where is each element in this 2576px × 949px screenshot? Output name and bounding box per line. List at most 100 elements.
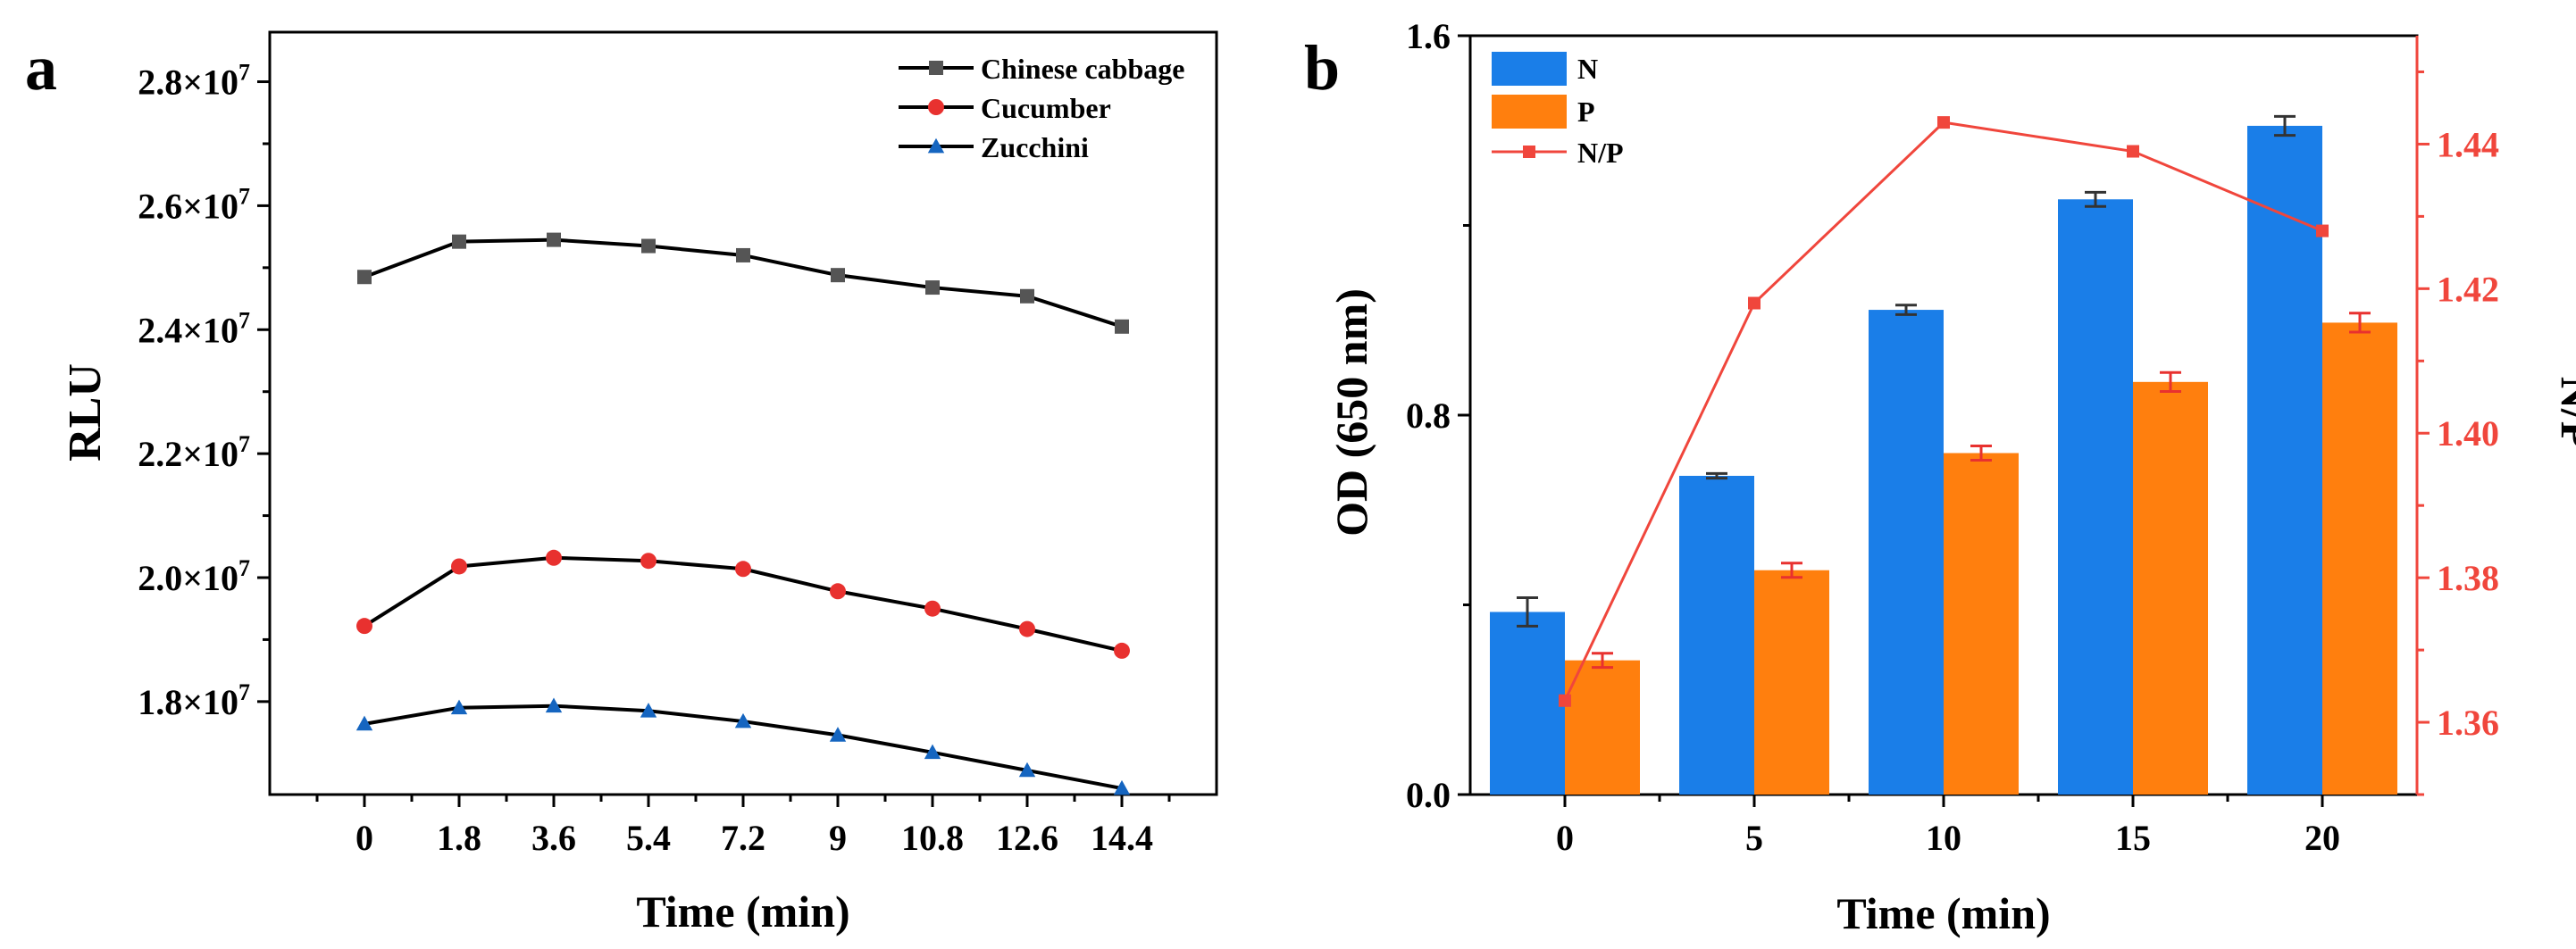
data-point — [451, 558, 467, 575]
panel-b-bars — [1490, 114, 2397, 795]
data-point — [829, 727, 847, 742]
data-point — [1115, 319, 1129, 334]
bar-N — [1490, 612, 1565, 795]
y-tick-label: 1.8×107 — [138, 679, 250, 722]
y-tick-label: 2.4×107 — [138, 307, 250, 350]
bar-N — [2058, 199, 2133, 795]
panel-b-bar-chart: b 0.0 0.8 1.6 1.36 1.38 1.40 1.42 1.44 0 5 10 15 2… — [1304, 16, 2576, 938]
panel-b-left-axis-ticks: 0.0 0.8 1.6 — [1406, 16, 1470, 815]
data-point — [735, 561, 751, 578]
ratio-point — [2127, 145, 2139, 158]
panel-b-ratio-line — [1559, 116, 2329, 707]
data-point — [1114, 642, 1130, 659]
panel-a-series — [355, 232, 1131, 795]
bar-P — [2322, 322, 2397, 795]
legend-label: Zucchini — [981, 131, 1089, 163]
y-tick-label: 0.8 — [1406, 395, 1451, 436]
legend-marker — [1523, 146, 1535, 158]
legend-label: N/P — [1577, 137, 1624, 169]
data-point — [1018, 762, 1036, 778]
panel-a-y-axis-title: RLU — [60, 363, 111, 462]
y2-tick-label: 1.42 — [2437, 269, 2499, 309]
x-tick-label: 7.2 — [721, 818, 765, 858]
panel-a-x-axis-title: Time (min) — [636, 887, 849, 937]
data-point — [547, 232, 561, 247]
x-tick-label: 15 — [2115, 818, 2151, 858]
bar-P — [2133, 381, 2208, 795]
x-tick-label: 3.6 — [531, 818, 576, 858]
panel-a-legend: Chinese cabbage Cucumber Zucchini — [899, 53, 1184, 163]
panel-b-right-axis-title: N/P — [2552, 377, 2576, 449]
data-point — [356, 618, 372, 635]
ratio-point — [1937, 116, 1950, 129]
bar-N — [2247, 125, 2322, 795]
panel-b-label: b — [1304, 32, 1340, 104]
panel-b-y-axis-title: OD (650 nm) — [1326, 288, 1376, 537]
bar-N — [1869, 310, 1944, 795]
data-point — [546, 549, 562, 566]
bar-P — [1565, 660, 1640, 795]
legend-label: Chinese cabbage — [981, 53, 1184, 85]
y-tick-label: 2.8×107 — [138, 60, 250, 103]
data-point — [545, 697, 563, 713]
data-point — [734, 712, 752, 728]
y2-tick-label: 1.40 — [2437, 413, 2499, 454]
legend-swatch-P — [1492, 95, 1567, 129]
y-tick-label: 1.6 — [1406, 16, 1451, 56]
legend-label: P — [1577, 96, 1595, 128]
x-tick-label: 1.8 — [437, 818, 481, 858]
x-tick-label: 0 — [355, 818, 373, 858]
bar-N — [1679, 476, 1754, 795]
legend-swatch-N — [1492, 52, 1567, 86]
x-tick-label: 10 — [1926, 818, 1961, 858]
data-point — [831, 268, 845, 283]
data-point — [924, 600, 941, 617]
panel-b-legend: NP N/P — [1492, 52, 1624, 169]
data-point — [641, 238, 656, 254]
panel-a-label: a — [25, 32, 57, 104]
data-point — [1019, 620, 1035, 637]
data-point — [355, 715, 373, 731]
data-point — [452, 234, 466, 249]
panel-a-x-axis-ticks: 0 1.8 3.6 5.4 7.2 9 10.8 12.6 14.4 — [315, 795, 1171, 858]
panel-b-x-axis-ticks: 0 5 10 15 20 — [1556, 795, 2340, 858]
x-tick-label: 5.4 — [626, 818, 671, 858]
legend-marker — [929, 61, 943, 75]
panel-b-x-axis-title: Time (min) — [1836, 888, 2050, 938]
x-tick-label: 20 — [2304, 818, 2340, 858]
data-point — [924, 744, 941, 760]
panel-a-line-chart: a 1.8×107 2.0×107 2.2×107 2.4×107 2.6×107 2.8… — [25, 30, 1218, 937]
y2-tick-label: 1.38 — [2437, 558, 2499, 598]
legend-label: Cucumber — [981, 92, 1111, 124]
legend-marker — [927, 137, 945, 154]
y2-tick-label: 1.36 — [2437, 703, 2499, 743]
y2-tick-label: 1.44 — [2437, 124, 2499, 164]
bar-P — [1944, 453, 2019, 795]
y-tick-label: 2.0×107 — [138, 555, 250, 598]
data-point — [736, 247, 750, 262]
x-tick-label: 14.4 — [1091, 818, 1153, 858]
legend-marker — [928, 99, 944, 115]
data-point — [830, 583, 846, 600]
data-point — [925, 280, 940, 296]
panel-b-right-axis-ticks: 1.36 1.38 1.40 1.42 1.44 — [2417, 70, 2499, 796]
ratio-point — [1748, 296, 1761, 310]
x-tick-label: 9 — [829, 818, 847, 858]
data-point — [640, 553, 657, 570]
y-tick-label: 0.0 — [1406, 775, 1451, 815]
x-tick-label: 12.6 — [996, 818, 1058, 858]
panel-a-y-axis-ticks: 1.8×107 2.0×107 2.2×107 2.4×107 2.6×107 2.8×1… — [138, 60, 270, 722]
ratio-point — [1559, 694, 1571, 707]
data-point — [357, 270, 372, 285]
bar-P — [1754, 570, 1829, 795]
ratio-point — [2316, 224, 2329, 237]
y-tick-label: 2.6×107 — [138, 183, 250, 226]
x-tick-label: 5 — [1745, 818, 1763, 858]
data-point — [1020, 288, 1034, 304]
data-point — [450, 699, 468, 715]
data-point — [640, 703, 657, 718]
x-tick-label: 10.8 — [901, 818, 964, 858]
y-tick-label: 2.2×107 — [138, 431, 250, 474]
x-tick-label: 0 — [1556, 818, 1574, 858]
